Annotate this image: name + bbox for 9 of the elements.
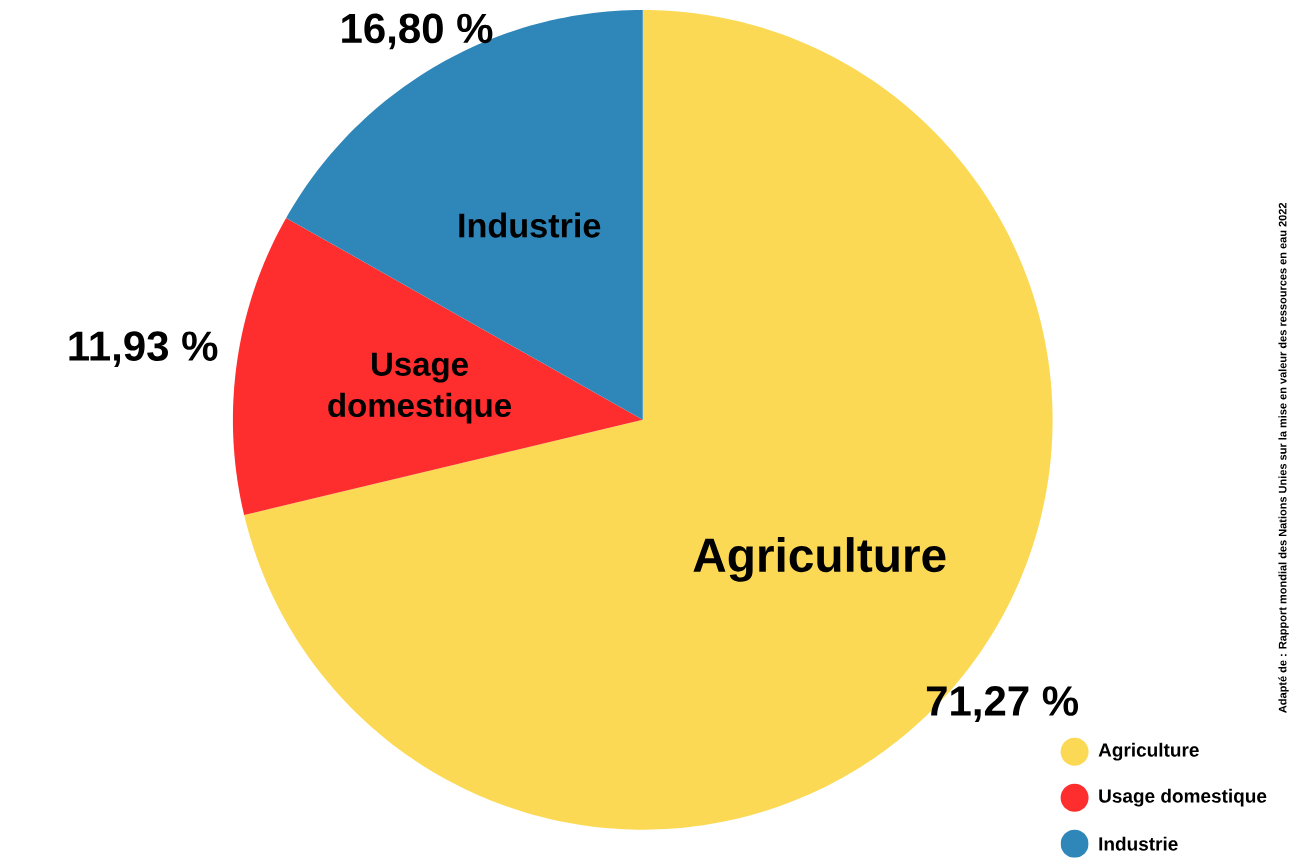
data-label: 16,80 % <box>342 13 493 50</box>
slice-label: Industrie <box>459 212 601 238</box>
slice-label: Agriculture <box>693 537 946 583</box>
legend-label: Industrie <box>1099 836 1178 851</box>
data-label: 11,93 % <box>69 331 218 368</box>
text: Adapté de : Rapport mondial des Nations Unies sur la mise en valeur des ressources en eau 2022 <box>1278 203 1289 714</box>
legend-label: Agriculture <box>1098 742 1199 761</box>
legend-label: Usage domestique <box>1099 788 1267 807</box>
slice-label: Usage domestique <box>328 353 511 424</box>
